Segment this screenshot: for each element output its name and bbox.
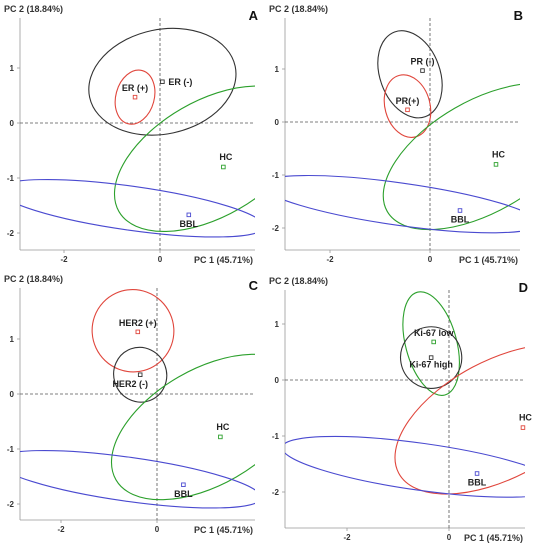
- point-pr: [420, 68, 425, 73]
- panel-label: C: [249, 278, 259, 293]
- point-pr: [405, 107, 410, 113]
- y-tick-label: 0: [10, 119, 15, 128]
- point-ki-67-high: [428, 355, 434, 360]
- point-label-er: ER (+): [122, 83, 148, 93]
- confidence-ellipse-1: [114, 69, 156, 125]
- confidence-ellipse-2: [394, 343, 525, 495]
- confidence-ellipse-2: [382, 82, 520, 231]
- point-hc: [520, 425, 526, 430]
- point-label-her2: HER2 (-): [112, 379, 148, 389]
- point-bbl: [181, 482, 186, 488]
- point-label-hc: HC: [492, 149, 505, 159]
- y-tick-label: -2: [272, 488, 280, 497]
- panel-label: D: [519, 280, 528, 295]
- confidence-ellipse-2: [113, 85, 255, 233]
- point-hc: [218, 434, 223, 440]
- y-tick-label: 1: [275, 65, 280, 74]
- confidence-ellipse-1: [383, 74, 432, 138]
- point-er: [132, 94, 138, 100]
- y-tick-label: -1: [272, 171, 280, 180]
- point-label-hc: HC: [216, 422, 229, 432]
- y-tick-label: -2: [7, 500, 15, 509]
- y-tick-label: 0: [10, 390, 15, 399]
- point-label-bbl: BBL: [180, 219, 199, 229]
- panel-d: 1 0 -1 -2 -2 0 PC 2 (18.84%) PC 1 (45.71%) D Ki-6…: [269, 276, 532, 543]
- x-tick-label: -2: [60, 255, 68, 264]
- y-axis-title: PC 2 (18.84%): [4, 274, 63, 284]
- y-axis-title: PC 2 (18.84%): [269, 4, 328, 14]
- x-axis-title: PC 1 (45.71%): [464, 533, 523, 543]
- y-tick-label: -1: [272, 432, 280, 441]
- confidence-ellipse-0: [91, 289, 175, 373]
- confidence-ellipse-2: [110, 353, 255, 501]
- confidence-ellipse-0: [88, 27, 237, 136]
- y-tick-label: -1: [7, 445, 15, 454]
- confidence-ellipse-3: [285, 435, 525, 498]
- x-axis-title: PC 1 (45.71%): [459, 255, 518, 265]
- point-ki-67-low: [431, 339, 436, 345]
- x-axis-title: PC 1 (45.71%): [194, 525, 253, 535]
- confidence-ellipse-0: [377, 30, 443, 119]
- x-axis-title: PC 1 (45.71%): [194, 255, 253, 265]
- point-label-er: ER (-): [168, 77, 192, 87]
- point-her2: [137, 372, 143, 378]
- x-tick-label: -2: [326, 255, 334, 264]
- point-er: [160, 79, 165, 84]
- point-bbl: [186, 212, 192, 218]
- point-label-bbl: BBL: [468, 478, 487, 488]
- x-tick-label: 0: [155, 525, 160, 534]
- point-label-pr: PR(+): [396, 96, 420, 106]
- point-label-hc: HC: [519, 413, 532, 423]
- point-label-pr: PR (-): [411, 57, 435, 67]
- confidence-ellipse-3: [20, 449, 255, 509]
- point-label-bbl: BBL: [174, 489, 193, 499]
- confidence-ellipse-1: [113, 346, 168, 403]
- panel-b: 1 0 -1 -2 -2 0 PC 2 (18.84%) PC 1 (45.71%) B PR (…: [269, 4, 523, 265]
- confidence-ellipse-3: [20, 178, 255, 238]
- x-tick-label: -2: [343, 533, 351, 542]
- confidence-ellipse-3: [285, 174, 520, 234]
- x-tick-label: 0: [158, 255, 163, 264]
- y-axis-title: PC 2 (18.84%): [269, 276, 328, 286]
- panel-label: A: [249, 8, 259, 23]
- point-label-ki-67-high: Ki-67 high: [409, 360, 453, 370]
- point-bbl: [474, 471, 480, 476]
- point-label-bbl: BBL: [451, 215, 470, 225]
- point-label-ki-67-low: Ki-67 low: [414, 328, 455, 338]
- x-tick-label: -2: [57, 525, 65, 534]
- y-tick-label: -1: [7, 174, 15, 183]
- panel-label: B: [514, 8, 523, 23]
- point-label-hc: HC: [219, 152, 232, 162]
- point-hc: [221, 164, 226, 170]
- y-tick-label: 1: [275, 320, 280, 329]
- confidence-ellipse-1: [399, 326, 463, 389]
- point-label-her2: HER2 (+): [119, 318, 157, 328]
- y-tick-label: 1: [10, 335, 15, 344]
- y-axis-title: PC 2 (18.84%): [4, 4, 63, 14]
- y-tick-label: 0: [275, 118, 280, 127]
- confidence-ellipse-0: [402, 291, 460, 396]
- x-tick-label: 0: [428, 255, 433, 264]
- y-tick-label: -2: [272, 224, 280, 233]
- point-her2: [135, 329, 141, 335]
- y-tick-label: -2: [7, 229, 15, 238]
- point-bbl: [457, 208, 463, 213]
- y-tick-label: 1: [10, 64, 15, 73]
- panel-a: 1 0 -1 -2 -2 0 PC 2 (18.84%) PC 1 (45.71%) A ER (…: [4, 4, 259, 265]
- point-hc: [493, 162, 499, 167]
- y-tick-label: 0: [275, 376, 280, 385]
- x-tick-label: 0: [447, 533, 452, 542]
- panel-c: 1 0 -1 -2 -2 0 PC 2 (18.84%) PC 1 (45.71%) C HER2…: [4, 274, 259, 535]
